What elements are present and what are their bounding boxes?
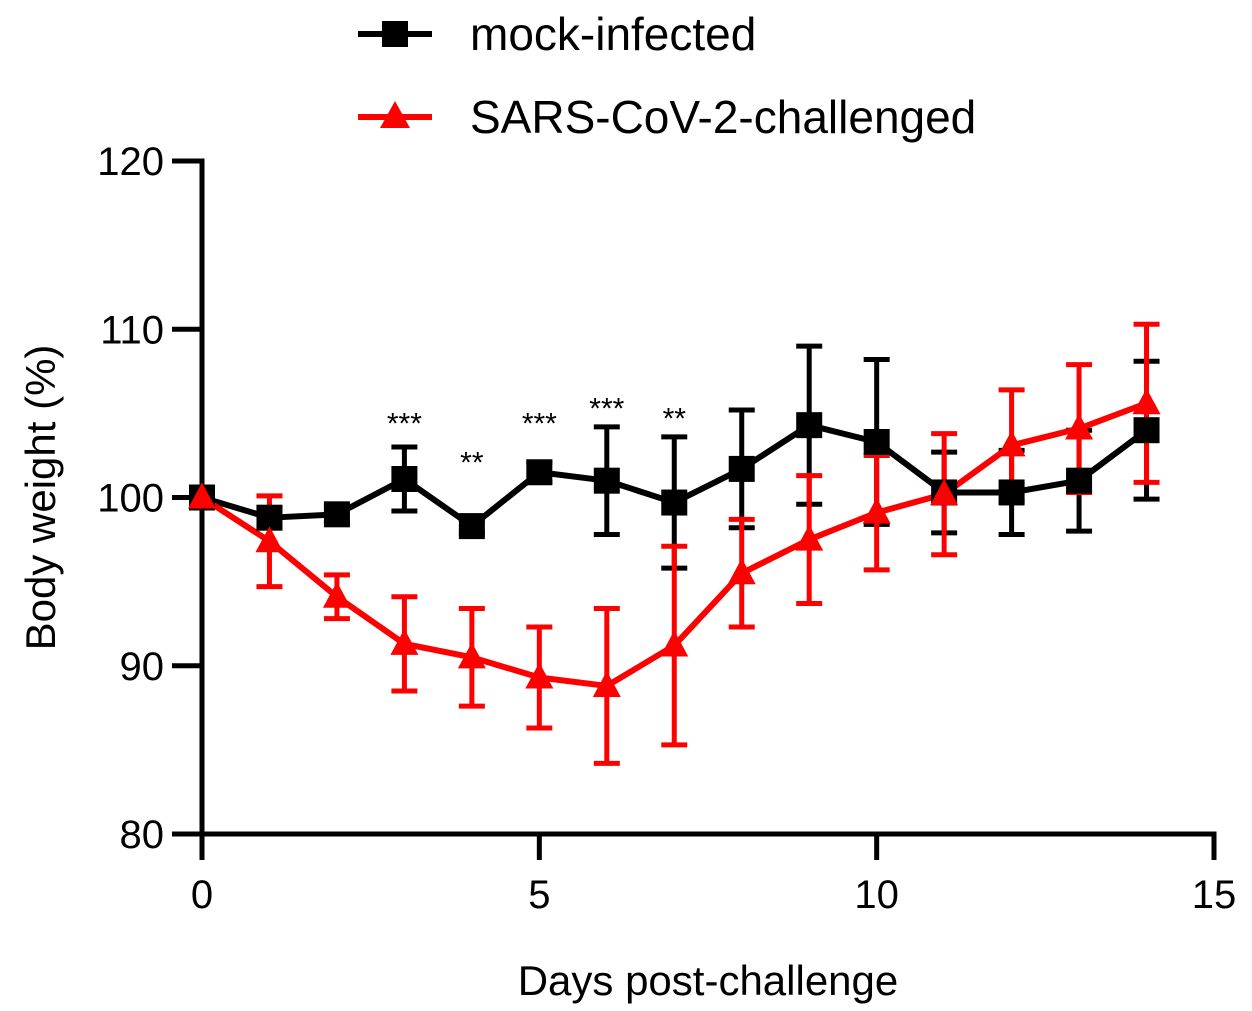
legend-label: SARS-CoV-2-challenged: [470, 91, 976, 143]
data-point: [391, 465, 418, 492]
data-point: [525, 662, 554, 689]
y-tick-label: 110: [100, 308, 164, 352]
annotations-layer: ******** *** **: [387, 392, 686, 479]
data-point: [593, 467, 620, 494]
data-point: [390, 628, 419, 655]
data-point: [796, 412, 823, 439]
y-tick-label: 90: [120, 645, 165, 689]
error-bars-layer: [256, 321, 1160, 766]
data-point: [930, 479, 959, 506]
data-point: [457, 642, 486, 669]
legend-label: mock-infected: [470, 8, 756, 60]
data-point: [795, 524, 824, 551]
data-point: [322, 581, 351, 608]
data-point: [1065, 413, 1094, 440]
significance-label: ***: [387, 408, 422, 441]
legend: mock-infected SARS-CoV-2-challenged: [358, 8, 976, 143]
significance-label: **: [663, 403, 687, 436]
data-point: [592, 670, 621, 697]
markers-layer: [188, 388, 1161, 697]
x-tick-label: 15: [1192, 873, 1237, 917]
legend-marker-triangle: [380, 101, 410, 128]
data-point: [728, 455, 755, 482]
x-tick-label: 10: [854, 873, 899, 917]
x-tick-label: 0: [191, 873, 213, 917]
data-point: [255, 526, 284, 553]
data-point: [998, 479, 1025, 506]
y-tick-label: 80: [120, 813, 165, 857]
y-tick-label: 120: [97, 140, 164, 184]
data-point: [1133, 417, 1160, 444]
axes-layer: 80 90 100 110 120 0 5 10 15 Days post-challenge Bo…: [17, 140, 1236, 1004]
data-point: [661, 489, 688, 516]
data-point: [458, 513, 485, 540]
significance-label: ***: [589, 392, 624, 425]
data-point: [526, 459, 553, 486]
legend-marker-square: [382, 21, 408, 47]
significance-label: ***: [522, 408, 557, 441]
data-point: [323, 501, 350, 528]
significance-label: **: [460, 446, 484, 479]
y-tick-label: 100: [97, 477, 164, 521]
data-point: [1066, 467, 1093, 494]
x-axis-title: Days post-challenge: [518, 957, 899, 1004]
x-tick-label: 5: [528, 873, 550, 917]
y-axis-title: Body weight (%): [17, 345, 64, 651]
data-point: [1132, 388, 1161, 415]
data-point: [727, 558, 756, 585]
data-point: [997, 430, 1026, 457]
data-point: [188, 482, 216, 509]
data-point: [862, 497, 891, 524]
data-point: [863, 428, 890, 455]
data-point: [660, 630, 689, 657]
